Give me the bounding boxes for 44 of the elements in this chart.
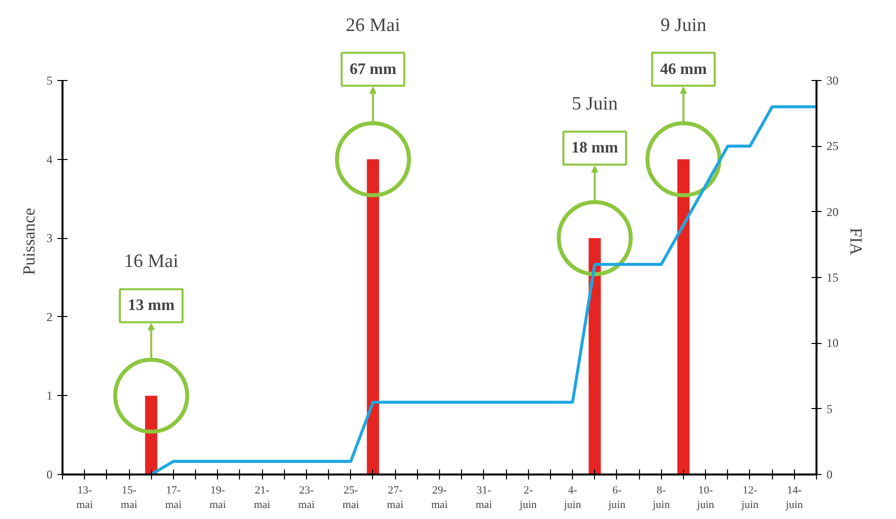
x-tick-label: 31-mai: [476, 484, 492, 511]
bar: [366, 159, 380, 474]
y2-axis-title: FIA: [846, 228, 866, 256]
x-tick-label: 4-juin: [563, 484, 582, 511]
x-tick-label: 12-juin: [740, 484, 760, 511]
y-tick-label: 3: [46, 231, 52, 246]
y2-tick-label: 0: [826, 468, 832, 482]
y2-tick-label: 25: [826, 139, 838, 154]
text: 26 Mai: [346, 14, 400, 36]
text: 9 Juin: [660, 14, 707, 36]
y2-tick-label: 15: [826, 270, 838, 284]
y2-tick-label: 30: [826, 74, 838, 88]
annotation: 18 mm: [571, 140, 619, 157]
y-tick-label: 1: [46, 388, 52, 403]
bar: [588, 238, 601, 474]
text: 67 mm: [350, 60, 397, 78]
y2-tick-label: 20: [826, 204, 838, 219]
bar: [145, 396, 158, 474]
x-tick-label: 23-mai: [298, 484, 315, 511]
y-tick-label: 2: [46, 310, 52, 324]
y2-tick-label: 5: [826, 402, 832, 416]
bar: [677, 159, 690, 474]
y-tick-label: 5: [46, 74, 52, 88]
y-axis-title: Puissance: [20, 208, 38, 276]
x-tick-label: 29-mai: [431, 484, 448, 511]
x-tick-label: 14-juin: [784, 484, 804, 511]
x-tick-label: 8-juin: [652, 484, 670, 511]
y-tick-label: 0: [46, 468, 52, 482]
text: 46 mm: [660, 60, 708, 78]
x-tick-label: 19-mai: [209, 484, 226, 511]
x-tick-label: 21-mai: [254, 484, 270, 511]
annotation: 13 mm: [128, 297, 176, 314]
x-tick-label: 17-mai: [165, 484, 182, 511]
x-tick-label: 10-juin: [696, 484, 715, 511]
x-tick-label: 6-juin: [607, 484, 626, 511]
annotation: 5 Juin: [572, 94, 618, 115]
x-tick-label: 25-mai: [342, 484, 360, 511]
x-tick-label: 2-juin: [518, 484, 538, 511]
x-tick-label: 15-mai: [120, 484, 138, 511]
y2-tick-label: 10: [826, 336, 838, 350]
x-tick-label: 27-mai: [386, 484, 404, 511]
y-tick-label: 4: [46, 152, 52, 166]
x-tick-label: 13-mai: [76, 484, 93, 511]
annotation: 16 Mai: [124, 251, 178, 272]
